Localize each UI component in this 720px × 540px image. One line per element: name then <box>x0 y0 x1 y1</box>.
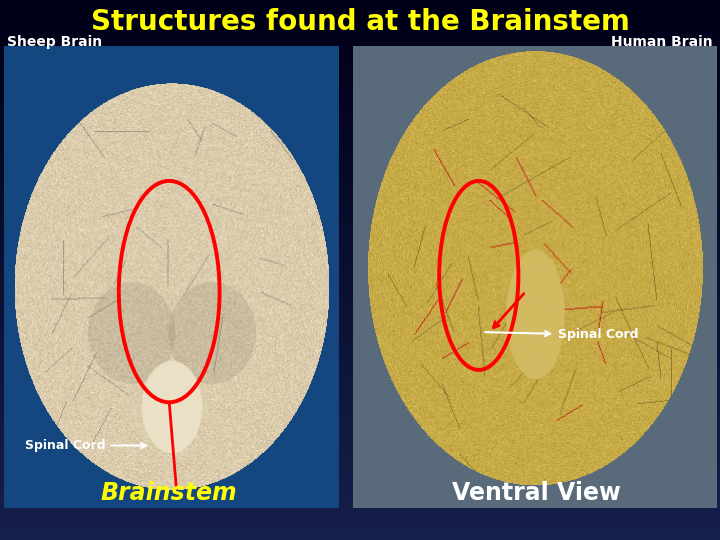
Text: Brainstem: Brainstem <box>101 481 238 505</box>
Text: Sheep Brain: Sheep Brain <box>7 35 102 49</box>
Text: Spinal Cord: Spinal Cord <box>485 328 639 341</box>
Text: Structures found at the Brainstem: Structures found at the Brainstem <box>91 8 629 36</box>
Text: Human Brain: Human Brain <box>611 35 713 49</box>
Text: Ventral View: Ventral View <box>452 481 621 505</box>
Text: Spinal Cord: Spinal Cord <box>25 439 146 452</box>
